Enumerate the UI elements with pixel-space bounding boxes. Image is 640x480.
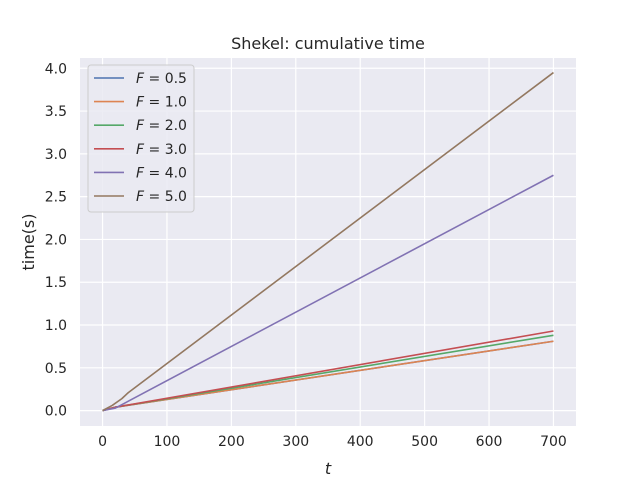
legend-label-1: F = 0.5 [136, 71, 187, 87]
x-tick-label: 700 [540, 434, 567, 450]
y-tick-label: 3.0 [45, 147, 67, 163]
x-tick-label: 0 [98, 434, 107, 450]
series-line-6 [102, 71, 554, 412]
series-lines [102, 71, 554, 412]
x-tick-label: 100 [154, 434, 181, 450]
legend-label-5: F = 4.0 [136, 165, 187, 181]
x-tick-labels: 0 100 200 300 400 500 600 700 [98, 434, 567, 450]
legend-label-3: F = 2.0 [136, 118, 187, 134]
x-axis-label: t [325, 459, 332, 478]
y-axis-label: time(s) [19, 214, 38, 271]
legend-label-6: F = 5.0 [136, 189, 187, 205]
x-tick-label: 400 [347, 434, 374, 450]
legend-label-4: F = 3.0 [136, 142, 187, 158]
x-tick-label: 200 [218, 434, 245, 450]
legend: F = 0.5 F = 1.0 F = 2.0 F = 3.0 F = 4.0 F = 5… [87, 64, 195, 213]
y-tick-label: 0.0 [45, 404, 67, 420]
y-tick-label: 0.5 [45, 361, 67, 377]
y-tick-label: 2.0 [45, 232, 67, 248]
y-tick-label: 2.5 [45, 190, 67, 206]
y-tick-label: 3.5 [45, 104, 67, 120]
y-tick-label: 1.5 [45, 275, 67, 291]
grid [80, 58, 576, 426]
x-tick-label: 500 [411, 434, 438, 450]
y-tick-label: 1.0 [45, 318, 67, 334]
x-tick-label: 600 [476, 434, 503, 450]
legend-label-2: F = 1.0 [136, 95, 187, 111]
x-tick-label: 300 [282, 434, 309, 450]
y-tick-labels: 0.0 0.5 1.0 1.5 2.0 2.5 3.0 3.5 4.0 [45, 61, 67, 419]
series-line-5 [102, 174, 554, 412]
y-tick-label: 4.0 [45, 61, 67, 77]
chart-title: Shekel: cumulative time [231, 34, 425, 53]
